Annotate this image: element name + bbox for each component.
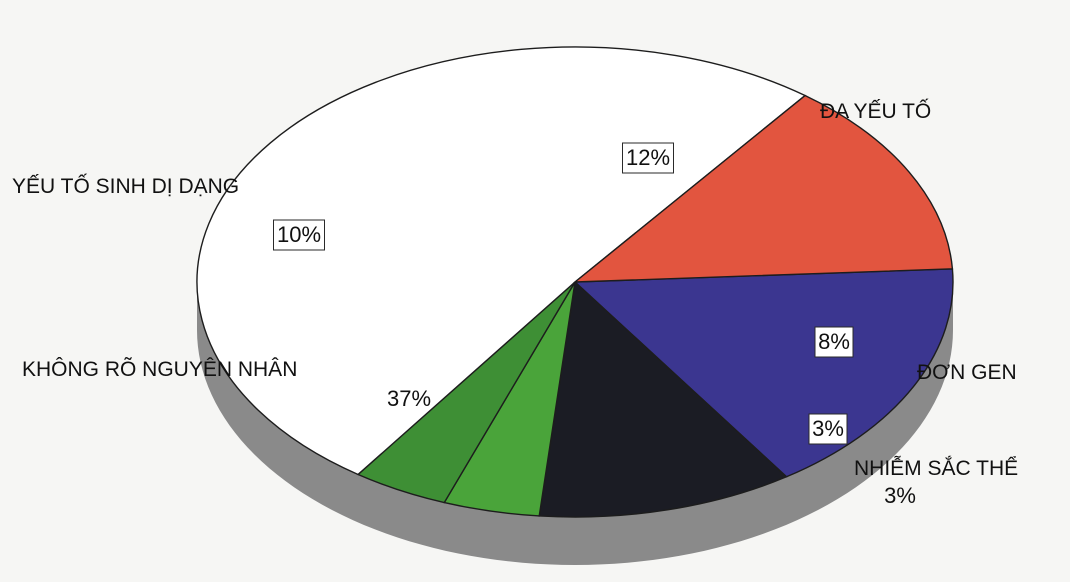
- slice-value-box-1: [622, 142, 674, 174]
- slice-value-label-5: 37%: [387, 386, 431, 411]
- slice-value-label-3: 3%: [812, 416, 844, 441]
- slice-value-label-1: 12%: [626, 145, 670, 170]
- pie-side-layer: [197, 282, 953, 565]
- slice-name-label-6: YẾU TỐ SINH DỊ DẠNG: [12, 174, 239, 198]
- slice-value-label-2: 8%: [818, 329, 850, 354]
- pie-side-rim: [197, 282, 953, 565]
- slice-value-box-6: [273, 219, 325, 251]
- slice-value-label-6: 10%: [277, 222, 321, 247]
- pie-slice-2: [538, 280, 788, 518]
- pie-slice-1: [573, 268, 954, 478]
- slice-name-label-1: ĐA YẾU TỐ: [820, 99, 931, 123]
- slice-value-label-4: 3%: [884, 483, 916, 508]
- slice-name-label-3: NHIỄM SẮC THỂ: [854, 456, 1018, 480]
- slice-name-label-5: KHÔNG RÕ NGUYÊN NHÂN: [22, 357, 297, 381]
- pie-slice-6: [572, 94, 954, 283]
- slice-value-box-3: [808, 413, 848, 445]
- pie-label-layer: ĐA YẾU TỐ 12% ĐƠN GEN 8% NHIỄM SẮC THỂ 3% 3% KH…: [12, 99, 1018, 508]
- slice-value-box-2: [814, 326, 854, 358]
- slice-name-label-2: ĐƠN GEN: [917, 361, 1017, 384]
